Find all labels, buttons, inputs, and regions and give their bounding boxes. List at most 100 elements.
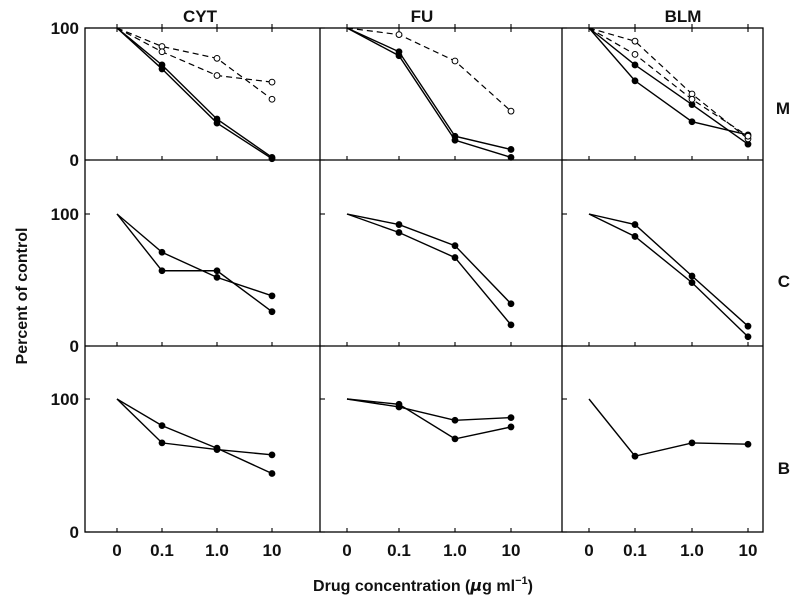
data-point bbox=[268, 470, 276, 477]
data-point bbox=[631, 61, 639, 69]
series-line bbox=[346, 213, 512, 305]
data-point bbox=[213, 119, 221, 127]
data-point bbox=[688, 279, 696, 287]
data-point bbox=[158, 267, 166, 275]
data-point bbox=[268, 78, 276, 86]
x-tick-label: 1.0 bbox=[680, 541, 704, 560]
data-point bbox=[395, 400, 403, 408]
data-point bbox=[744, 322, 752, 330]
data-point bbox=[631, 77, 639, 85]
panel-m-fu bbox=[346, 27, 515, 161]
x-tick-label: 0 bbox=[342, 541, 351, 560]
x-tick-label: 10 bbox=[263, 541, 282, 560]
data-point bbox=[268, 155, 276, 163]
data-point bbox=[158, 48, 166, 56]
panel-b-fu bbox=[346, 398, 515, 443]
data-point bbox=[213, 273, 221, 281]
data-point bbox=[158, 65, 166, 73]
y-tick-label: 100 bbox=[51, 19, 79, 38]
data-point bbox=[268, 292, 276, 300]
column-title-fu: FU bbox=[411, 7, 434, 26]
data-point bbox=[395, 52, 403, 60]
data-point bbox=[213, 267, 221, 275]
data-point bbox=[158, 422, 166, 430]
series-line bbox=[588, 27, 749, 136]
data-point bbox=[688, 439, 696, 447]
series-line bbox=[588, 27, 749, 137]
panel-b-blm bbox=[588, 398, 752, 460]
data-point bbox=[451, 416, 459, 424]
panel-m-blm bbox=[588, 27, 752, 148]
x-axis-title: Drug concentration (μg ml−1) bbox=[313, 575, 533, 595]
series-line bbox=[116, 213, 273, 313]
series-line bbox=[588, 27, 749, 140]
series-line bbox=[346, 398, 512, 421]
series-line bbox=[116, 27, 273, 160]
x-tick-label: 1.0 bbox=[443, 541, 467, 560]
data-point bbox=[744, 333, 752, 341]
panel-c-fu bbox=[346, 213, 515, 329]
data-point bbox=[395, 221, 403, 228]
series-line bbox=[346, 213, 512, 326]
x-tick-label: 0.1 bbox=[387, 541, 411, 560]
data-point bbox=[631, 452, 639, 460]
data-point bbox=[507, 107, 515, 115]
series-line bbox=[588, 213, 749, 338]
x-tick-label: 10 bbox=[502, 541, 521, 560]
series-line bbox=[116, 398, 273, 475]
row-label-c: C bbox=[778, 272, 790, 291]
series-line bbox=[346, 398, 512, 440]
data-point bbox=[158, 439, 166, 447]
x-axis-title-unit: g ml bbox=[482, 578, 515, 595]
series-line bbox=[346, 27, 512, 112]
series-line bbox=[116, 27, 273, 100]
x-tick-label: 0 bbox=[584, 541, 593, 560]
column-title-cyt: CYT bbox=[183, 7, 218, 26]
panels bbox=[116, 27, 752, 477]
x-axis-title-suffix: ) bbox=[528, 578, 533, 595]
series-line bbox=[346, 27, 512, 151]
x-tick-label: 0.1 bbox=[150, 541, 174, 560]
data-point bbox=[631, 51, 639, 58]
outer-frame bbox=[84, 27, 764, 533]
data-point bbox=[631, 221, 639, 228]
data-point bbox=[451, 57, 459, 65]
series-line bbox=[588, 213, 749, 327]
data-point bbox=[507, 300, 515, 308]
y-tick-label: 0 bbox=[70, 151, 79, 170]
data-point bbox=[688, 118, 696, 126]
data-point bbox=[268, 451, 276, 459]
x-tick-label: 1.0 bbox=[205, 541, 229, 560]
data-point bbox=[688, 272, 696, 280]
x-tick-label: 0.1 bbox=[623, 541, 647, 560]
data-point bbox=[744, 440, 752, 448]
data-point bbox=[451, 136, 459, 144]
data-point bbox=[507, 423, 515, 431]
row-label-m: M bbox=[776, 99, 790, 118]
data-point bbox=[268, 308, 276, 316]
data-point bbox=[268, 95, 276, 103]
data-point bbox=[213, 54, 221, 62]
series-line bbox=[116, 398, 273, 456]
x-tick-label: 0 bbox=[112, 541, 121, 560]
data-point bbox=[744, 132, 752, 140]
y-axis-title: Percent of control bbox=[14, 228, 31, 365]
panel-c-blm bbox=[588, 213, 752, 341]
data-point bbox=[451, 435, 459, 443]
data-point bbox=[631, 233, 639, 240]
panel-m-cyt bbox=[116, 27, 276, 163]
y-tick-label: 0 bbox=[70, 523, 79, 542]
data-point bbox=[631, 37, 639, 45]
panel-b-cyt bbox=[116, 398, 276, 477]
x-axis-title-exponent: −1 bbox=[515, 575, 528, 587]
series-line bbox=[588, 398, 749, 457]
data-point bbox=[451, 242, 459, 250]
x-axis-title-prefix: Drug concentration ( bbox=[313, 578, 471, 595]
data-point bbox=[507, 414, 515, 422]
data-point bbox=[507, 146, 515, 153]
series-line bbox=[116, 213, 273, 297]
data-point bbox=[395, 31, 403, 38]
series-line bbox=[588, 27, 749, 145]
